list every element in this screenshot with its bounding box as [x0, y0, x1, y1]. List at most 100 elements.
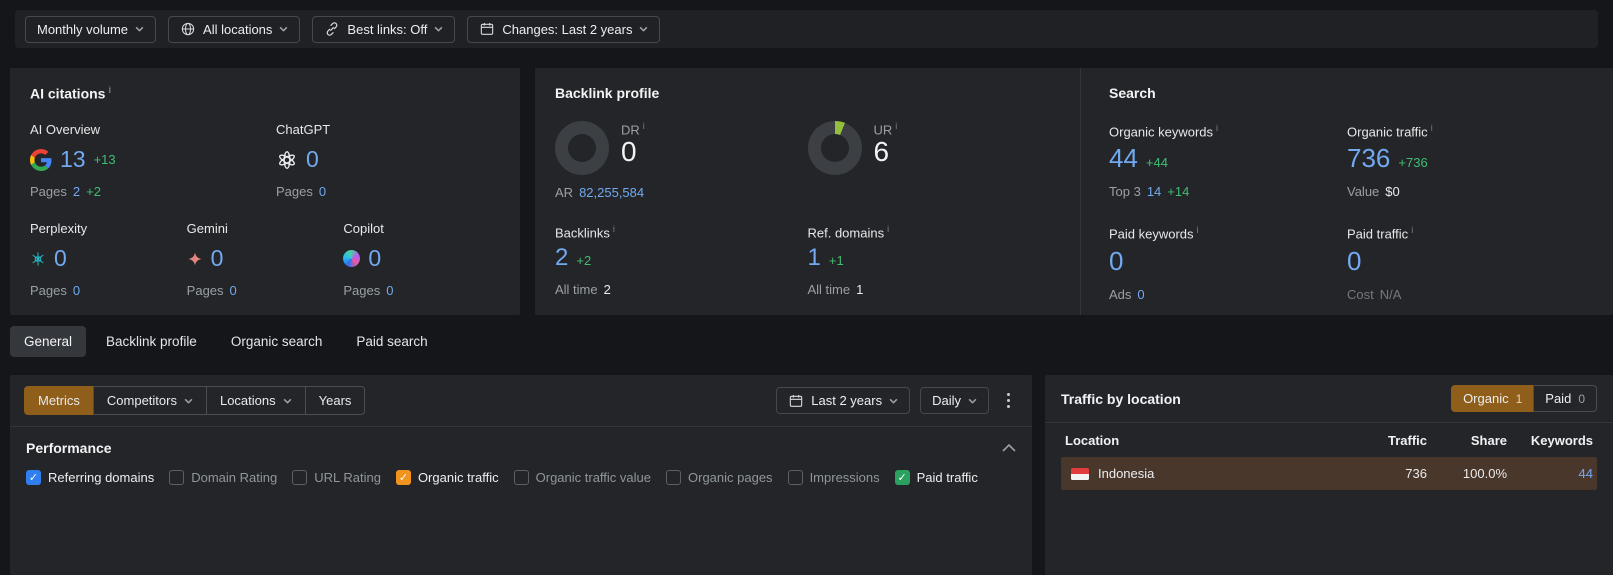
segment-competitors[interactable]: Competitors — [93, 386, 207, 415]
perplexity-icon — [30, 251, 46, 267]
info-icon[interactable]: i — [895, 121, 897, 131]
location-cell: Indonesia — [1065, 466, 1357, 481]
ai-card-gemini: Gemini 0 Pages0 — [187, 221, 344, 298]
ahrefs-rank-value[interactable]: 82,255,584 — [579, 185, 644, 200]
checkbox-impressions[interactable]: Impressions — [788, 470, 880, 485]
paid-traffic-value[interactable]: 0 — [1347, 246, 1361, 277]
tab-backlink-profile[interactable]: Backlink profile — [92, 326, 211, 357]
checkbox-domain-rating[interactable]: Domain Rating — [169, 470, 277, 485]
organic-keywords-value[interactable]: 44 — [1109, 143, 1138, 174]
paid-keywords-label: Paid keywordsi — [1109, 225, 1347, 241]
copilot-value[interactable]: 0 — [368, 245, 381, 272]
tab-general[interactable]: General — [10, 326, 86, 357]
segment-metrics[interactable]: Metrics — [24, 386, 94, 415]
all-time-value: 1 — [856, 282, 863, 297]
segment-years[interactable]: Years — [305, 386, 366, 415]
ai-card-name: Gemini — [187, 221, 344, 236]
gemini-value[interactable]: 0 — [211, 245, 224, 272]
interval-dropdown[interactable]: Daily — [920, 387, 989, 414]
checkbox-unchecked-icon — [666, 470, 681, 485]
paid-traffic-label: Paid traffici — [1347, 225, 1585, 241]
checkbox-unchecked-icon — [514, 470, 529, 485]
ai-overview-delta: +13 — [94, 152, 116, 167]
info-icon[interactable]: i — [643, 121, 645, 131]
all-time-label: All time — [808, 282, 851, 297]
info-icon[interactable]: i — [1411, 225, 1413, 235]
section-tabs: General Backlink profile Organic search … — [10, 326, 442, 357]
pages-value[interactable]: 2 — [73, 184, 80, 199]
checkbox-checked-icon: ✓ — [26, 470, 41, 485]
top3-label: Top 3 — [1109, 184, 1141, 199]
segment-locations[interactable]: Locations — [206, 386, 306, 415]
ar-label: AR — [555, 185, 573, 200]
indonesia-flag-icon — [1071, 468, 1089, 480]
column-share: Share — [1427, 433, 1507, 448]
url-rating-block: URi 6 — [808, 121, 1061, 175]
monthly-volume-dropdown[interactable]: Monthly volume — [25, 16, 156, 43]
info-icon[interactable]: i — [613, 224, 615, 234]
pages-value[interactable]: 0 — [319, 184, 326, 199]
ai-card-name: ChatGPT — [276, 122, 330, 137]
interval-label: Daily — [932, 393, 961, 408]
date-range-dropdown[interactable]: Last 2 years — [776, 387, 910, 414]
chevron-down-icon — [434, 26, 443, 32]
organic-traffic-value[interactable]: 736 — [1347, 143, 1390, 174]
tab-organic-search[interactable]: Organic search — [217, 326, 337, 357]
chevron-down-icon — [968, 398, 977, 404]
ads-value[interactable]: 0 — [1137, 287, 1144, 302]
changes-label: Changes: Last 2 years — [502, 22, 632, 37]
backlink-search-panel: Backlink profile DRi 0 URi 6 AR82,255,58… — [535, 68, 1613, 315]
cost-label: Cost — [1347, 287, 1374, 302]
checkbox-organic-pages[interactable]: Organic pages — [666, 470, 773, 485]
toggle-organic[interactable]: Organic1 — [1451, 385, 1534, 412]
pages-value[interactable]: 0 — [230, 283, 237, 298]
chevron-down-icon — [135, 26, 144, 32]
more-options-kebab-icon[interactable] — [999, 387, 1018, 414]
backlinks-value[interactable]: 2 — [555, 244, 568, 272]
keywords-value[interactable]: 44 — [1507, 466, 1593, 481]
ai-overview-value[interactable]: 13 — [60, 146, 86, 173]
organic-traffic-label: Organic traffici — [1347, 123, 1585, 139]
ur-label: URi — [874, 121, 898, 137]
checkbox-organic-traffic[interactable]: ✓Organic traffic — [396, 470, 499, 485]
ai-citations-panel: AI citationsi AI Overview 13 +13 Pages2+… — [10, 68, 520, 315]
paid-traffic-block: Paid traffici 0 CostN/A — [1347, 225, 1585, 301]
performance-chart-panel: Metrics Competitors Locations Years Last… — [10, 375, 1032, 575]
checkbox-paid-traffic[interactable]: ✓Paid traffic — [895, 470, 978, 485]
info-icon[interactable]: i — [1216, 123, 1218, 133]
paid-keywords-value[interactable]: 0 — [1109, 246, 1123, 277]
ai-card-ai-overview: AI Overview 13 +13 Pages2+2 — [30, 122, 276, 199]
info-icon[interactable]: i — [1431, 123, 1433, 133]
checkbox-organic-traffic-value[interactable]: Organic traffic value — [514, 470, 651, 485]
locations-dropdown[interactable]: All locations — [168, 16, 300, 43]
checkbox-unchecked-icon — [169, 470, 184, 485]
ref-domains-value[interactable]: 1 — [808, 244, 821, 272]
link-icon — [324, 21, 340, 37]
collapse-chevron-up-icon[interactable] — [1002, 444, 1016, 452]
location-table-row[interactable]: Indonesia 736 100.0% 44 — [1061, 457, 1597, 490]
best-links-dropdown[interactable]: Best links: Off — [312, 16, 455, 43]
chatgpt-value[interactable]: 0 — [306, 146, 319, 173]
organic-keywords-delta: +44 — [1146, 155, 1168, 170]
checkbox-referring-domains[interactable]: ✓Referring domains — [26, 470, 154, 485]
info-icon[interactable]: i — [108, 85, 111, 95]
dr-donut-chart — [555, 121, 609, 175]
value-label: Value — [1347, 184, 1379, 199]
ai-card-name: Copilot — [343, 221, 500, 236]
checkbox-url-rating[interactable]: URL Rating — [292, 470, 381, 485]
top3-delta: +14 — [1167, 184, 1189, 199]
toggle-paid[interactable]: Paid0 — [1533, 385, 1597, 412]
pages-value[interactable]: 0 — [386, 283, 393, 298]
pages-value[interactable]: 0 — [73, 283, 80, 298]
info-icon[interactable]: i — [1197, 225, 1199, 235]
info-icon[interactable]: i — [887, 224, 889, 234]
pages-label: Pages — [30, 283, 67, 298]
changes-dropdown[interactable]: Changes: Last 2 years — [467, 16, 660, 43]
all-time-value: 2 — [604, 282, 611, 297]
perplexity-value[interactable]: 0 — [54, 245, 67, 272]
top3-value[interactable]: 14 — [1147, 184, 1161, 199]
chevron-down-icon — [639, 26, 648, 32]
date-range-label: Last 2 years — [811, 393, 882, 408]
value-amount: $0 — [1385, 184, 1399, 199]
tab-paid-search[interactable]: Paid search — [342, 326, 441, 357]
